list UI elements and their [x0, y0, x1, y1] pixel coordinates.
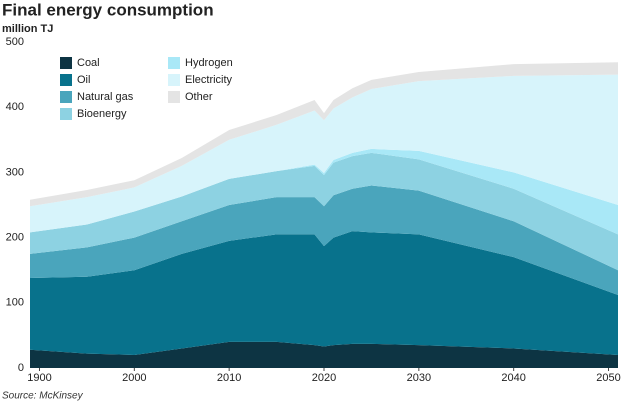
area [30, 185, 618, 295]
area [30, 148, 618, 235]
legend-swatch [60, 74, 72, 86]
area [30, 62, 618, 207]
y-tick-label: 500 [6, 36, 24, 48]
legend-swatch [168, 57, 180, 69]
legend-swatch [168, 74, 180, 86]
x-tick-label: 2040 [501, 372, 525, 384]
area [30, 152, 618, 271]
chart-subtitle: million TJ [2, 23, 53, 35]
area [30, 231, 618, 355]
x-tick-label: 2010 [217, 372, 241, 384]
y-tick-label: 100 [6, 297, 24, 309]
legend-label: Bioenergy [77, 108, 127, 120]
legend-swatch [60, 108, 72, 120]
area [30, 74, 618, 233]
x-tick-label: 2050 [596, 372, 620, 384]
legend-label: Oil [77, 74, 90, 86]
legend-label: Other [185, 91, 213, 103]
x-tick-label: 1900 [27, 372, 51, 384]
y-tick-label: 300 [6, 166, 24, 178]
legend-swatch [60, 57, 72, 69]
x-tick-label: 2020 [312, 372, 336, 384]
x-tick-label: 2000 [122, 372, 146, 384]
x-tick-label: 2030 [407, 372, 431, 384]
source-note: Source: McKinsey [2, 391, 84, 402]
chart-title: Final energy consumption [2, 0, 214, 19]
y-tick-label: 0 [18, 362, 24, 374]
legend-swatch [60, 91, 72, 103]
legend-swatch [168, 91, 180, 103]
legend-label: Coal [77, 57, 100, 69]
area [30, 341, 618, 368]
legend-label: Hydrogen [185, 57, 233, 69]
legend-label: Natural gas [77, 91, 134, 103]
legend-label: Electricity [185, 74, 233, 86]
y-tick-label: 200 [6, 232, 24, 244]
y-tick-label: 400 [6, 101, 24, 113]
